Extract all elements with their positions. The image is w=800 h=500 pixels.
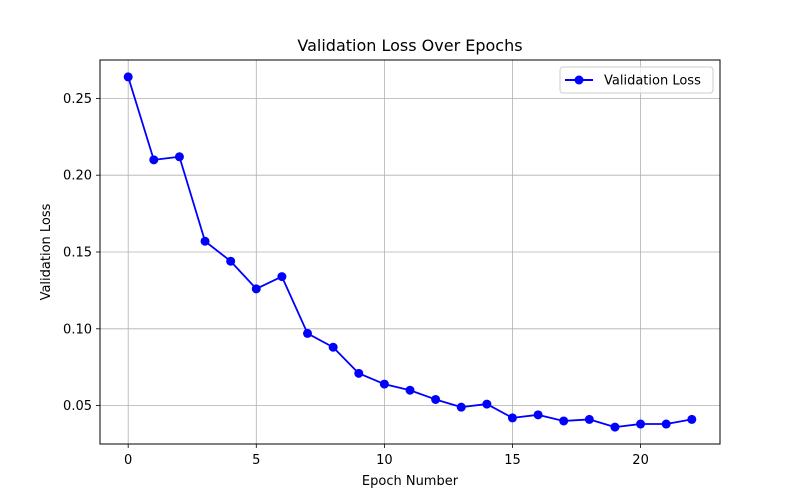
- x-tick-label: 15: [504, 453, 521, 468]
- data-point: [610, 422, 620, 432]
- axis-ticks: 0 5 10 15 20 0.05 0.10 0.15 0.20 0.25: [63, 92, 649, 468]
- x-tick-label: 0: [124, 453, 132, 468]
- y-axis-label: Validation Loss: [39, 203, 54, 300]
- series-layer: [123, 72, 697, 432]
- data-point: [354, 368, 364, 378]
- x-tick-label: 10: [376, 453, 393, 468]
- data-point: [174, 152, 184, 162]
- y-tick-label: 0.15: [63, 246, 92, 261]
- data-point: [303, 328, 313, 338]
- legend-series-marker: [574, 75, 584, 85]
- data-point: [277, 272, 287, 282]
- legend-series-label: Validation Loss: [604, 74, 701, 89]
- y-tick-label: 0.20: [63, 169, 92, 184]
- data-point: [149, 155, 159, 165]
- data-point: [482, 399, 492, 409]
- legend-box: [559, 66, 714, 94]
- data-point: [123, 72, 133, 82]
- x-tick-label: 20: [632, 453, 649, 468]
- data-point: [431, 394, 441, 404]
- data-point: [456, 402, 466, 412]
- data-point: [405, 385, 415, 395]
- data-point: [584, 414, 594, 424]
- data-point: [533, 410, 543, 420]
- data-point: [687, 414, 697, 424]
- x-axis-label: Epoch Number: [362, 474, 459, 489]
- data-point: [661, 419, 671, 429]
- chart-title: Validation Loss Over Epochs: [297, 36, 522, 55]
- y-tick-label: 0.25: [63, 92, 92, 107]
- data-point: [559, 416, 569, 426]
- grid: [100, 60, 720, 444]
- data-point: [507, 413, 517, 423]
- data-point: [251, 284, 261, 294]
- legend: Validation Loss: [559, 66, 714, 94]
- data-point: [226, 256, 236, 266]
- y-tick-label: 0.10: [63, 322, 92, 337]
- data-point: [636, 419, 646, 429]
- y-tick-label: 0.05: [63, 399, 92, 414]
- data-point: [200, 236, 210, 246]
- x-tick-label: 5: [252, 453, 260, 468]
- data-point: [379, 379, 389, 389]
- data-point: [328, 342, 338, 352]
